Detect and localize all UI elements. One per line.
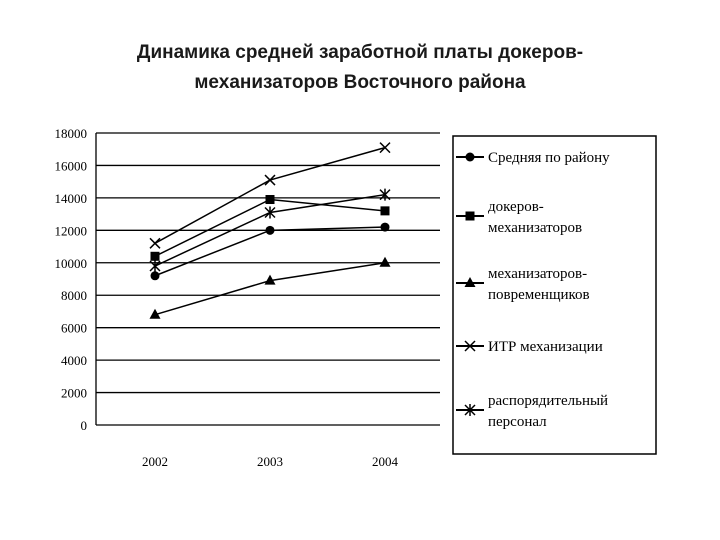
- y-tick-label-8000: 8000: [61, 288, 87, 303]
- y-tick-label-14000: 14000: [55, 191, 88, 206]
- legend-entry-3: механизаторов-повременщиков: [456, 266, 590, 303]
- data-point-s1-2003: [265, 225, 275, 235]
- legend-marker-3: [464, 277, 476, 287]
- legend-marker-1: [465, 152, 475, 162]
- data-point-s1-2004: [380, 222, 390, 232]
- data-point-s3-2003: [264, 274, 276, 285]
- chart-title-line-1: Динамика средней заработной платы докеро…: [136, 42, 584, 63]
- data-point-s4-2002: [149, 237, 161, 249]
- legend-marker-4: [464, 340, 476, 352]
- legend-label-2-2: механизаторов: [488, 220, 582, 236]
- legend-label-4-1: ИТР механизации: [488, 339, 603, 355]
- y-tick-label-6000: 6000: [61, 321, 87, 336]
- data-point-s1-2002: [150, 271, 160, 281]
- legend-label-5-1: распорядительный: [488, 393, 608, 409]
- legend-box: [452, 135, 657, 455]
- legend-entry-5: распорядительный персонал: [456, 393, 608, 430]
- x-tick-label-2004: 2004: [372, 454, 399, 469]
- chart-title: Динамика средней заработной платы докеро…: [0, 38, 720, 98]
- y-tick-label-2000: 2000: [61, 386, 87, 401]
- data-point-s2-2004: [380, 206, 390, 216]
- y-tick-label-12000: 12000: [55, 223, 88, 238]
- data-point-s3-2004: [379, 256, 391, 267]
- legend-marker-5: [464, 404, 476, 416]
- data-point-s2-2002: [150, 251, 160, 261]
- data-point-s5-2004: [379, 188, 391, 201]
- legend-label-3-1: механизаторов-: [488, 266, 587, 282]
- legend-label-1-1: Средняя по району: [488, 150, 610, 166]
- legend-label-5-2: персонал: [488, 414, 547, 430]
- legend-marker-2: [465, 211, 475, 221]
- y-tick-label-16000: 16000: [55, 158, 88, 173]
- data-point-s5-2003: [264, 206, 276, 219]
- y-tick-label-0: 0: [81, 418, 88, 433]
- data-point-s4-2003: [264, 174, 276, 186]
- data-point-s4-2004: [379, 142, 391, 154]
- axis-layer: 0 2000 4000 6000 8000 10000 12000 14000 16000 180…: [55, 126, 399, 469]
- legend-entry-4: ИТР механизации: [456, 339, 603, 355]
- legend-label-2-1: докеров-: [488, 199, 544, 215]
- data-point-s3-2002: [149, 308, 161, 319]
- y-tick-label-4000: 4000: [61, 353, 87, 368]
- legend: Средняя по районудокеров-механизаторовме…: [452, 135, 657, 455]
- series-line-3: [154, 262, 386, 316]
- x-tick-label-2002: 2002: [142, 454, 168, 469]
- legend-entry-2: докеров-механизаторов: [456, 199, 582, 236]
- legend-label-3-2: повременщиков: [488, 287, 590, 303]
- data-point-s2-2003: [265, 195, 275, 205]
- data-point-s5-2002: [149, 260, 161, 273]
- legend-entry-1: Средняя по району: [456, 150, 610, 166]
- x-tick-label-2003: 2003: [257, 454, 283, 469]
- y-tick-label-10000: 10000: [55, 256, 88, 271]
- y-tick-label-18000: 18000: [55, 126, 88, 141]
- chart-title-line-2: механизаторов Восточного района: [194, 72, 526, 93]
- series-layer: [149, 142, 391, 319]
